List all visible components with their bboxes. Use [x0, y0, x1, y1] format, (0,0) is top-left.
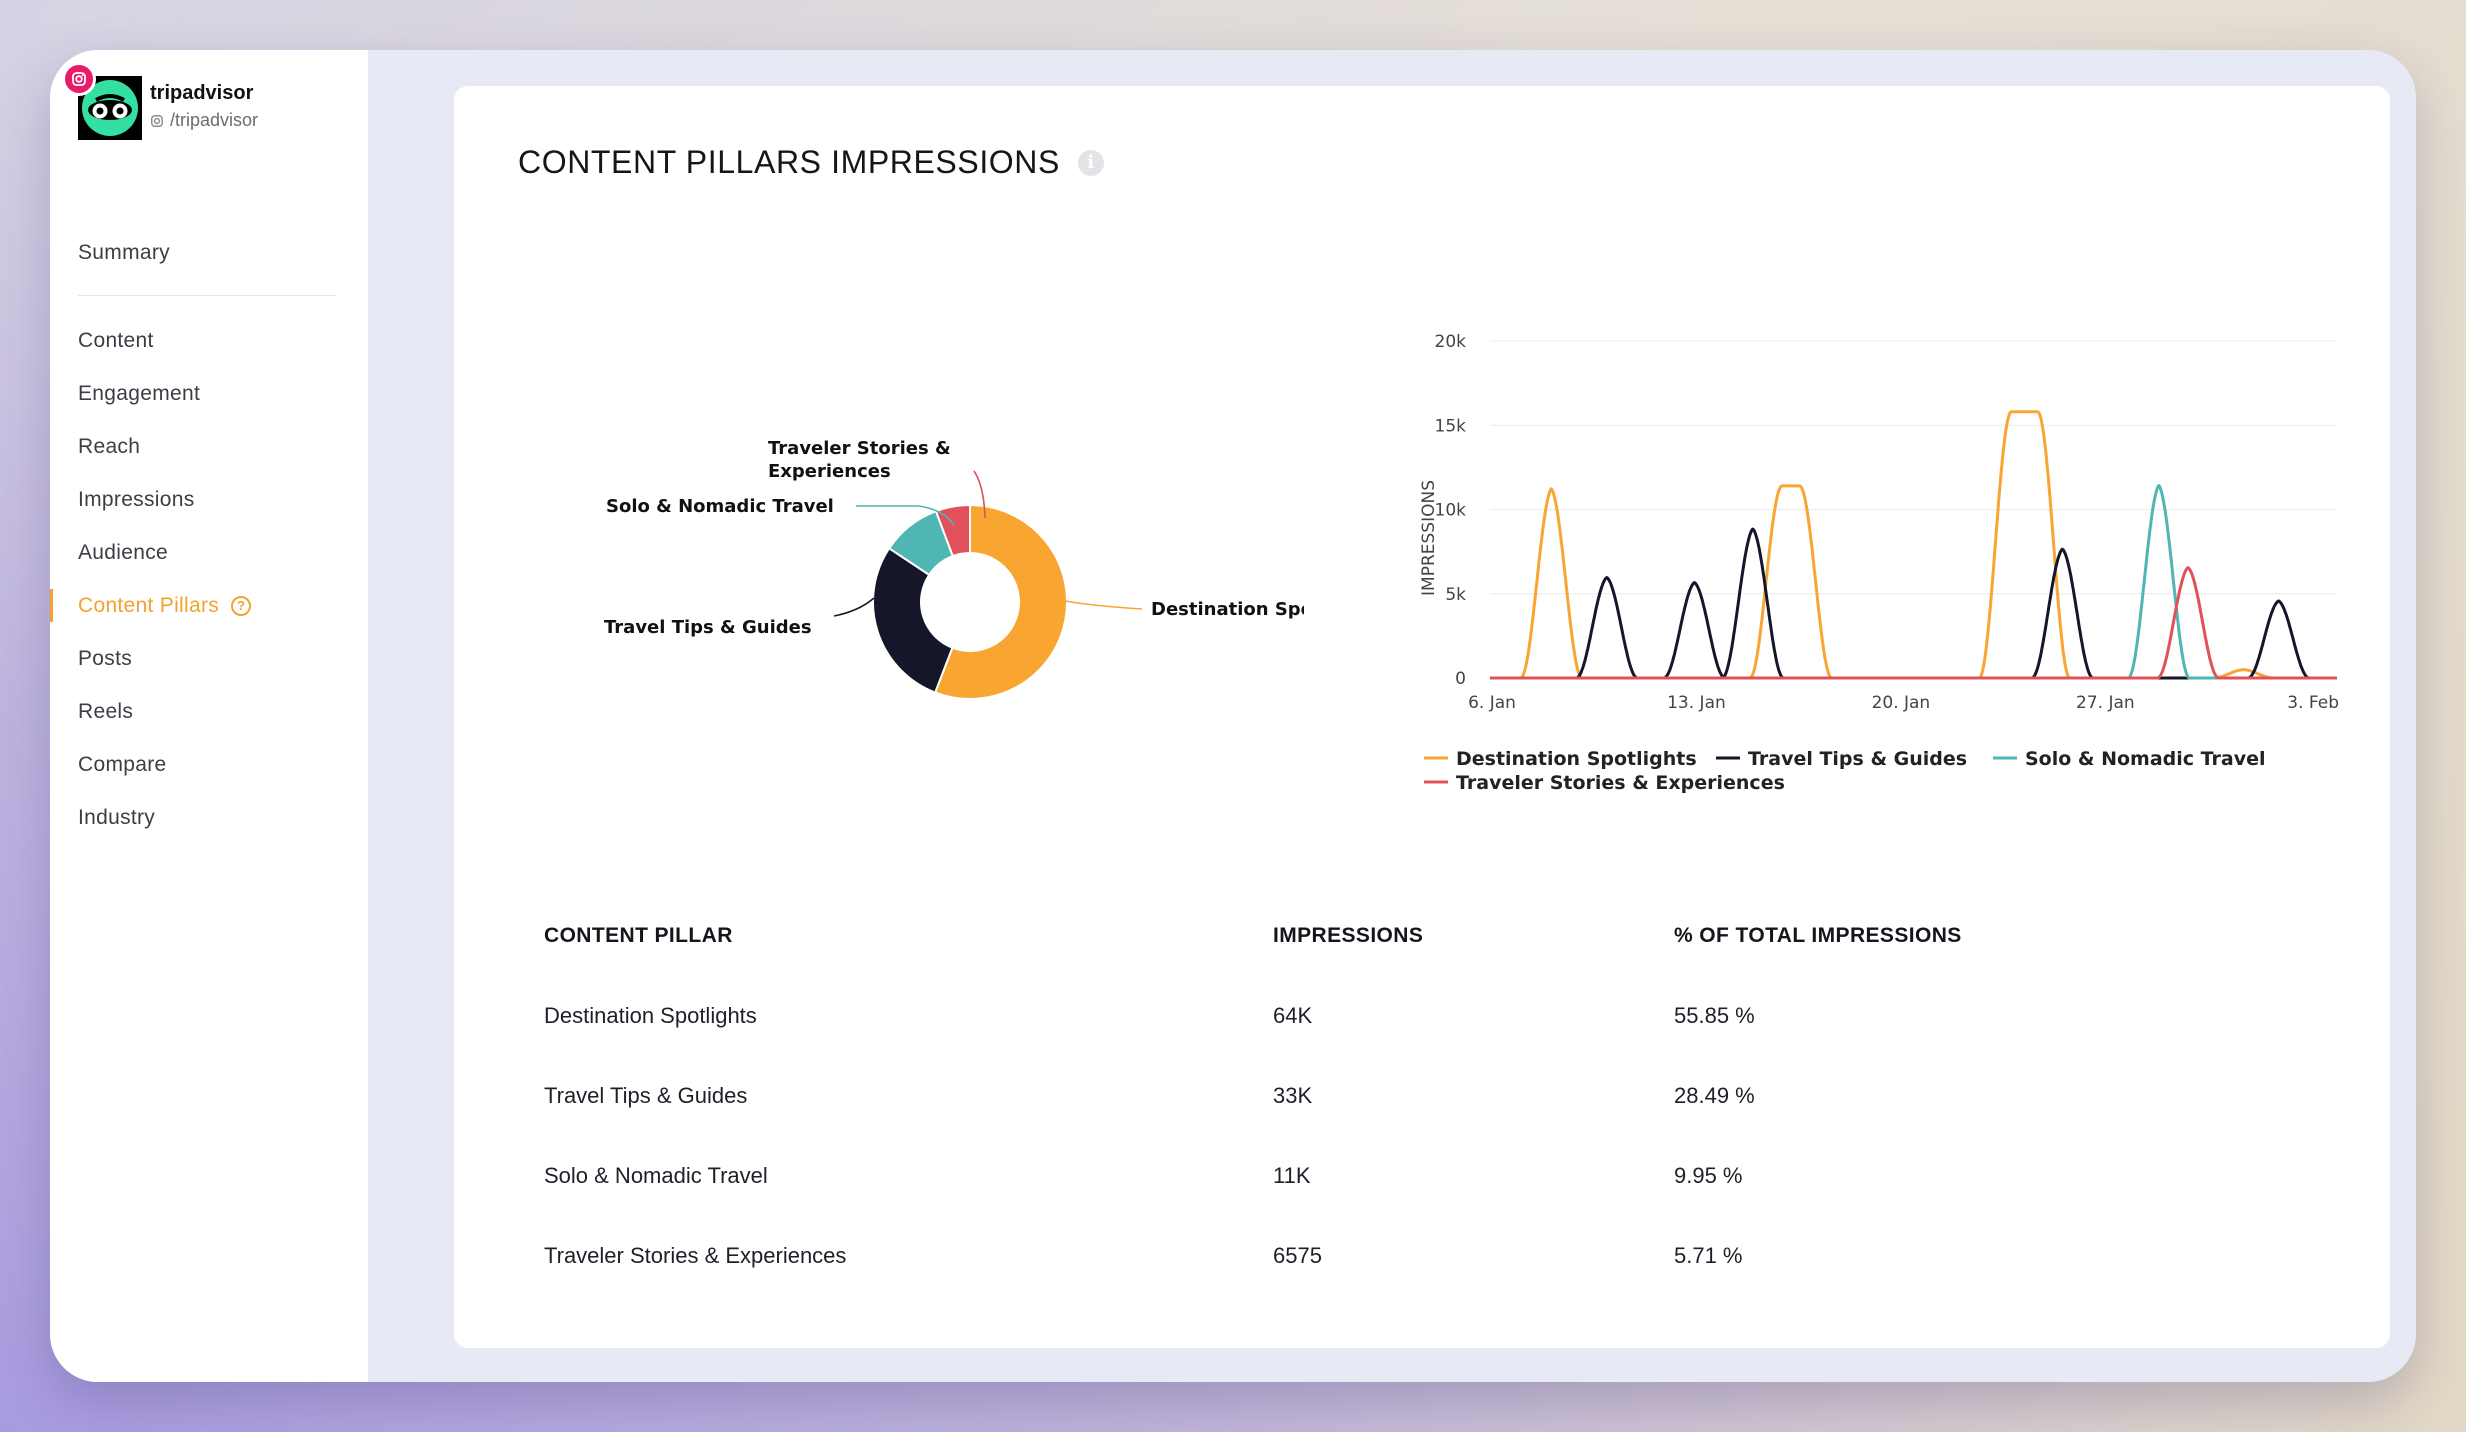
sidebar-nav: Summary Content Engagement Reach Impress… — [50, 226, 336, 844]
donut-label-destination: Destination Spotlights — [1151, 599, 1304, 620]
app-window: tripadvisor /tripadvisor Summary Content… — [50, 50, 2416, 1382]
nav-item-reach[interactable]: Reach — [78, 434, 141, 458]
nav-item-compare[interactable]: Compare — [78, 752, 167, 776]
content-pillars-card: CONTENT PILLARS IMPRESSIONS i Destinatio… — [454, 86, 2390, 1348]
donut-label-travel-tips: Travel Tips & Guides — [604, 617, 812, 638]
x-tick-label: 20. Jan — [1872, 693, 1931, 713]
x-tick-label: 13. Jan — [1667, 693, 1726, 713]
cell-pct: 55.85 % — [1674, 1003, 1755, 1028]
x-tick-label: 6. Jan — [1468, 693, 1516, 713]
cell-impressions: 11K — [1273, 1163, 1311, 1188]
profile-header[interactable]: tripadvisor /tripadvisor — [62, 62, 358, 156]
cell-impressions: 6575 — [1273, 1243, 1322, 1268]
nav-item-summary[interactable]: Summary — [78, 240, 170, 264]
series-traveler-stories[interactable] — [1489, 566, 2338, 680]
instagram-badge-icon — [62, 62, 96, 96]
cell-pct: 9.95 % — [1674, 1163, 1743, 1188]
card-title: CONTENT PILLARS IMPRESSIONS i — [518, 144, 1104, 181]
y-tick-label: 20k — [1435, 332, 1467, 352]
connector-destination — [1064, 600, 1143, 610]
cell-pillar: Destination Spotlights — [544, 1003, 757, 1028]
x-tick-label: 27. Jan — [2076, 693, 2135, 713]
help-circle-icon[interactable]: ? — [231, 595, 252, 616]
profile-handle-text: /tripadvisor — [170, 110, 259, 130]
donut-chart: Destination Spotlights Travel Tips & Gui… — [514, 386, 1379, 806]
series-solo-nomadic-travel[interactable] — [1489, 484, 2338, 680]
nav-item-impressions[interactable]: Impressions — [78, 487, 195, 511]
header-pct-total[interactable]: % OF TOTAL IMPRESSIONS — [1674, 924, 1962, 947]
nav-item-audience[interactable]: Audience — [78, 540, 168, 564]
nav-item-posts[interactable]: Posts — [78, 646, 133, 670]
cell-pillar: Traveler Stories & Experiences — [544, 1243, 847, 1268]
cell-pillar: Travel Tips & Guides — [544, 1083, 748, 1108]
nav-item-content[interactable]: Content — [78, 328, 154, 352]
connector-travel-tips — [833, 597, 875, 617]
donut-segment-destination[interactable] — [933, 503, 1068, 700]
legend-item-stories[interactable]: Traveler Stories & Experiences — [1456, 772, 1785, 794]
header-content-pillar[interactable]: CONTENT PILLAR — [544, 924, 733, 947]
donut-chart-svg: Destination Spotlights Travel Tips & Gui… — [604, 438, 1379, 700]
donut-segment-stories[interactable] — [934, 503, 971, 558]
table-row: Solo & Nomadic Travel 11K 9.95 % — [544, 1136, 2324, 1216]
nav-item-reels[interactable]: Reels — [78, 699, 134, 723]
instagram-icon — [151, 114, 163, 127]
cell-pct: 5.71 % — [1674, 1243, 1743, 1268]
chart-legend: Destination Spotlights Travel Tips & Gui… — [1424, 748, 2266, 794]
table-row: Destination Spotlights 64K 55.85 % — [544, 976, 2324, 1056]
legend-item-solo[interactable]: Solo & Nomadic Travel — [2025, 748, 2266, 770]
connector-solo — [856, 505, 955, 526]
table-row: Traveler Stories & Experiences 6575 5.71… — [544, 1216, 2324, 1296]
info-icon[interactable]: i — [1077, 149, 1104, 176]
donut-label-stories-line2: Experiences — [768, 461, 891, 482]
nav-item-content-pillars[interactable]: Content Pillars ? — [50, 579, 336, 632]
pillars-table: CONTENT PILLAR IMPRESSIONS % OF TOTAL IM… — [544, 896, 2324, 1296]
profile-handle: /tripadvisor — [150, 110, 258, 131]
series-destination-spotlights[interactable] — [1489, 410, 2338, 680]
sidebar: tripadvisor /tripadvisor Summary Content… — [50, 50, 368, 1382]
table-row: Travel Tips & Guides 33K 28.49 % — [544, 1056, 2324, 1136]
y-tick-label: 0 — [1455, 669, 1466, 689]
x-tick-label: 3. Feb — [2287, 693, 2339, 713]
nav-item-industry[interactable]: Industry — [78, 805, 156, 829]
nav-item-content-pillars-label: Content Pillars — [78, 593, 220, 617]
profile-name: tripadvisor — [150, 82, 254, 104]
donut-label-stories-line1: Traveler Stories & — [768, 438, 951, 459]
line-chart-svg: 0 5k 10k 15k 20k 6. Jan 13. Jan 20. Jan 27. Jan… — [1419, 332, 2339, 794]
connector-stories — [973, 470, 986, 519]
cell-impressions: 33K — [1273, 1083, 1313, 1108]
cell-pct: 28.49 % — [1674, 1083, 1755, 1108]
y-tick-label: 5k — [1445, 585, 1466, 605]
legend-item-destination[interactable]: Destination Spotlights — [1456, 748, 1697, 770]
header-impressions[interactable]: IMPRESSIONS — [1273, 924, 1424, 947]
nav-item-engagement[interactable]: Engagement — [78, 381, 201, 405]
tripadvisor-logo-icon — [82, 80, 138, 136]
donut-label-solo: Solo & Nomadic Travel — [606, 496, 834, 517]
donut-segment-travel-tips[interactable] — [872, 546, 954, 694]
cell-pillar: Solo & Nomadic Travel — [544, 1163, 768, 1188]
y-axis-label: IMPRESSIONS — [1419, 480, 1439, 596]
cell-impressions: 64K — [1273, 1003, 1313, 1028]
nav-divider — [78, 295, 336, 296]
y-tick-label: 15k — [1435, 416, 1467, 436]
card-title-text: CONTENT PILLARS IMPRESSIONS — [518, 144, 1060, 180]
impressions-line-chart: 0 5k 10k 15k 20k 6. Jan 13. Jan 20. Jan 27. Jan… — [1354, 226, 2354, 846]
legend-item-travel-tips[interactable]: Travel Tips & Guides — [1748, 748, 1967, 770]
table-header-row: CONTENT PILLAR IMPRESSIONS % OF TOTAL IM… — [544, 896, 2324, 976]
y-tick-label: 10k — [1435, 501, 1467, 521]
